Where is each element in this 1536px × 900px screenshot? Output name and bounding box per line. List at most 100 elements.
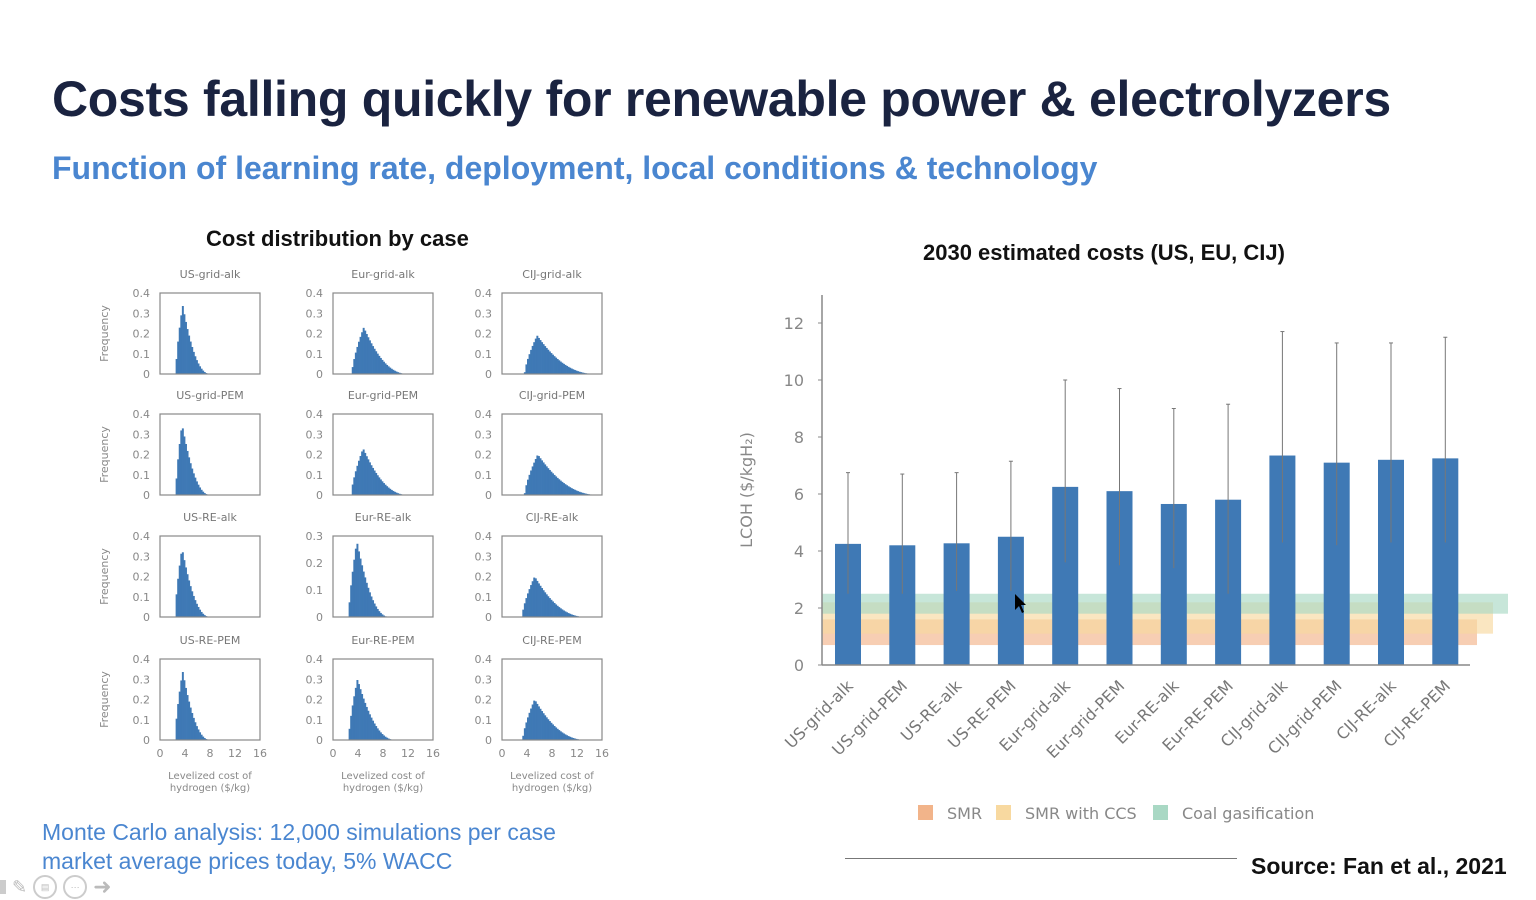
histogram-panel: Eur-grid-alk 0.4 0.3 0.2 0.1 0 (306, 268, 434, 381)
y-tick-label: 0.4 (306, 653, 324, 666)
y-tick-label: 0.3 (306, 673, 324, 686)
y-tick-label: 0.4 (133, 287, 151, 300)
subtitles-icon[interactable]: ▤ (33, 875, 57, 899)
legend-label: SMR with CCS (1025, 804, 1137, 823)
y-tick-label: 0.1 (306, 348, 324, 361)
y-tick-label: 4 (794, 542, 804, 561)
panel-title: Eur-RE-alk (355, 511, 412, 524)
panel-title: US-RE-alk (183, 511, 237, 524)
y-tick-label: 0.4 (475, 530, 493, 543)
y-tick-label: 0.1 (306, 714, 324, 727)
y-tick-label: 10 (784, 371, 804, 390)
y-tick-label: 12 (784, 314, 804, 333)
y-tick-label: 0.4 (306, 287, 324, 300)
panel-frame (333, 536, 433, 617)
y-tick-label: 0.1 (306, 584, 324, 597)
panel-title: Eur-grid-alk (351, 268, 415, 281)
y-tick-label: 0.3 (306, 530, 324, 543)
panel-frame (160, 414, 260, 495)
y-tick-label: 0.2 (475, 449, 493, 462)
next-arrow-icon[interactable]: ➜ (93, 874, 111, 900)
y-tick-label: 0.3 (475, 307, 493, 320)
y-tick-label: 0.3 (133, 673, 151, 686)
y-tick-label: 0.4 (133, 408, 151, 421)
x-tick-label: 16 (426, 747, 440, 760)
x-axis-label: hydrogen ($/kg) (343, 783, 423, 794)
histogram-panel: Eur-RE-alk 0.3 0.2 0.1 0 (306, 511, 434, 624)
y-tick-label: 0.3 (475, 550, 493, 563)
y-tick-label: 0 (485, 611, 492, 624)
x-tick-label: 16 (595, 747, 609, 760)
x-tick-label: 4 (355, 747, 362, 760)
y-tick-label: 0.2 (133, 449, 151, 462)
y-tick-label: 0 (316, 611, 323, 624)
y-tick-label: 0.3 (475, 428, 493, 441)
x-tick-label: 8 (207, 747, 214, 760)
panel-title: CIJ-RE-alk (526, 511, 579, 524)
panel-title: US-grid-alk (180, 268, 241, 281)
y-tick-label: 0.3 (306, 307, 324, 320)
panel-title: Eur-grid-PEM (348, 389, 418, 402)
y-tick-label: 0.4 (133, 653, 151, 666)
x-tick-label: 8 (549, 747, 556, 760)
x-tick-label: 0 (330, 747, 337, 760)
y-axis-label: Frequency (98, 426, 111, 483)
y-tick-label: 0 (316, 734, 323, 747)
panel-title: CIJ-grid-PEM (519, 389, 585, 402)
y-tick-label: 0.2 (475, 694, 493, 707)
y-tick-label: 0.2 (306, 557, 324, 570)
pen-icon[interactable]: ✎ (12, 877, 27, 898)
x-tick-label: 12 (401, 747, 415, 760)
x-axis-label: hydrogen ($/kg) (512, 783, 592, 794)
analysis-note: Monte Carlo analysis: 12,000 simulations… (42, 818, 556, 876)
legend-swatch (918, 805, 933, 820)
source-divider (845, 858, 1237, 859)
y-tick-label: 0.1 (306, 469, 324, 482)
y-tick-label: 0.3 (306, 428, 324, 441)
y-tick-label: 2 (794, 599, 804, 618)
y-tick-label: 0 (316, 368, 323, 381)
y-tick-label: 0.4 (475, 408, 493, 421)
x-axis-label: Levelized cost of (510, 771, 594, 782)
y-tick-label: 0 (794, 656, 804, 675)
x-tick-label: 12 (570, 747, 584, 760)
y-axis-label: Frequency (98, 671, 111, 728)
y-tick-label: 0.1 (133, 591, 151, 604)
y-tick-label: 0.1 (133, 469, 151, 482)
y-axis-label: Frequency (98, 305, 111, 362)
pointer-icon[interactable] (0, 880, 6, 894)
y-axis-label: LCOH ($/kgH₂) (737, 432, 756, 548)
note-line-2: market average prices today, 5% WACC (42, 847, 556, 876)
y-tick-label: 8 (794, 428, 804, 447)
panel-title: Eur-RE-PEM (351, 634, 414, 647)
x-axis-label: Levelized cost of (168, 771, 252, 782)
presentation-toolbar: ✎ ▤ ⋯ ➜ (0, 874, 112, 900)
x-tick-label: 0 (499, 747, 506, 760)
more-icon[interactable]: ⋯ (63, 875, 87, 899)
y-tick-label: 0.2 (133, 328, 151, 341)
source-citation: Source: Fan et al., 2021 (1251, 853, 1507, 880)
y-tick-label: 0.3 (133, 307, 151, 320)
y-tick-label: 6 (794, 485, 804, 504)
y-tick-label: 0.2 (306, 449, 324, 462)
y-tick-label: 0.1 (475, 348, 493, 361)
panel-title: CIJ-grid-alk (522, 268, 582, 281)
y-tick-label: 0.2 (306, 328, 324, 341)
y-tick-label: 0 (485, 489, 492, 502)
y-tick-label: 0.3 (133, 550, 151, 563)
x-tick-label: 8 (380, 747, 387, 760)
note-line-1: Monte Carlo analysis: 12,000 simulations… (42, 818, 556, 847)
panel-frame (160, 293, 260, 374)
panel-title: US-grid-PEM (176, 389, 244, 402)
y-tick-label: 0.2 (306, 694, 324, 707)
y-tick-label: 0.2 (133, 571, 151, 584)
